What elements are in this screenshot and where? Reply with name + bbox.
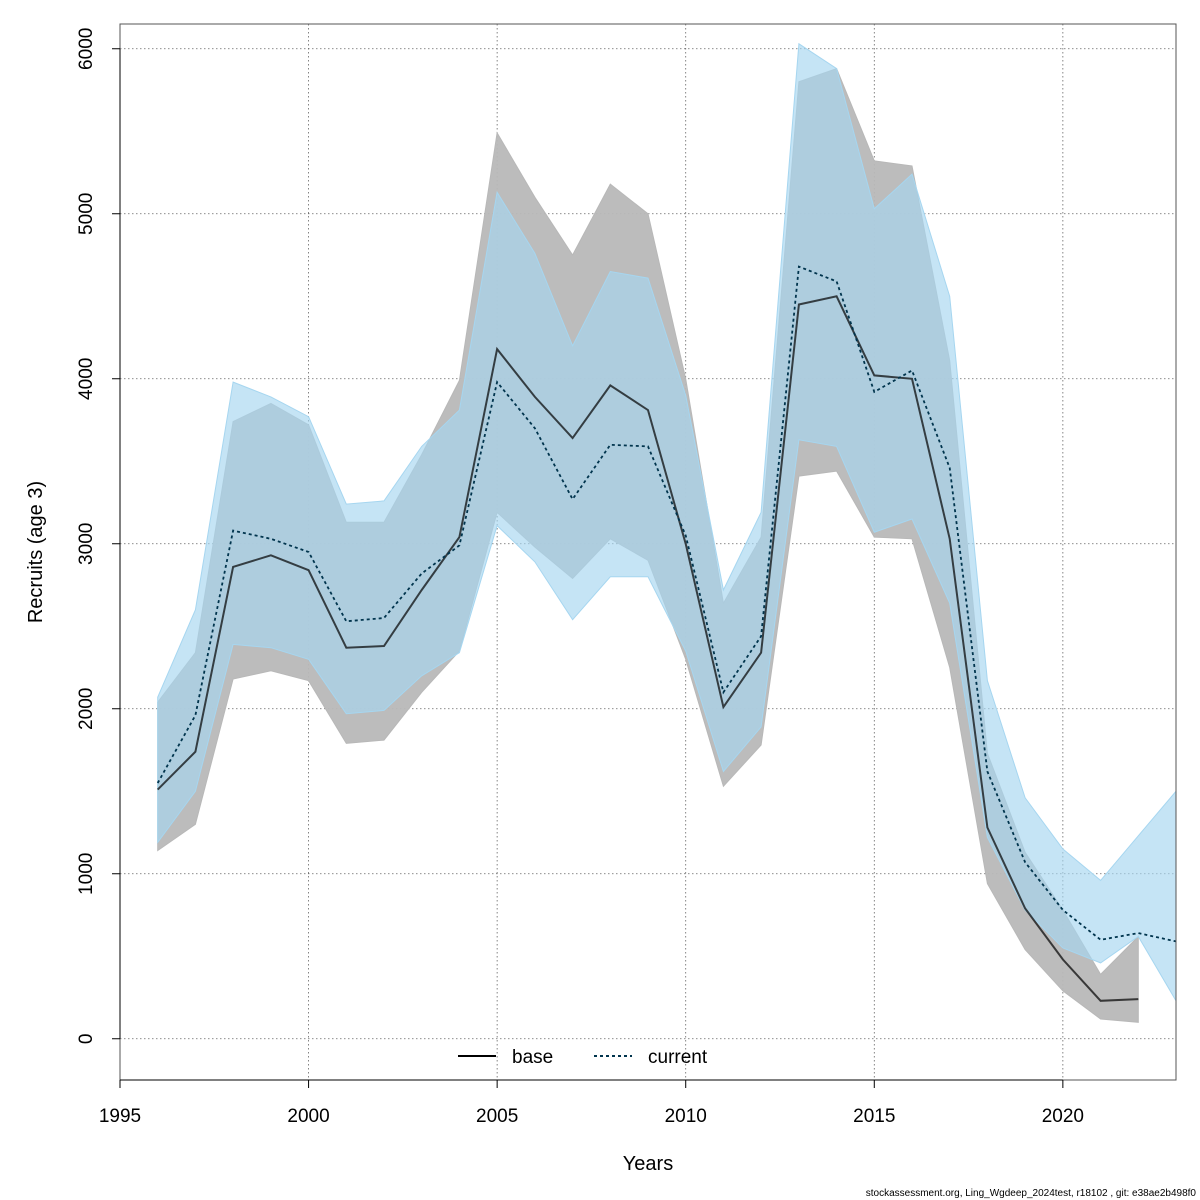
x-tick-label-1995: 1995 (99, 1106, 141, 1127)
y-tick-label-3000: 3000 (76, 523, 97, 565)
footer-text: stockassessment.org, Ling_Wgdeep_2024tes… (866, 1188, 1197, 1199)
legend-label-base: base (512, 1047, 553, 1068)
x-axis-title: Years (623, 1153, 673, 1175)
legend-label-current: current (648, 1047, 708, 1068)
x-tick-label-2010: 2010 (665, 1106, 707, 1127)
x-tick-label-2005: 2005 (476, 1106, 518, 1127)
y-tick-label-5000: 5000 (76, 193, 97, 235)
y-tick-label-6000: 6000 (76, 28, 97, 70)
y-tick-label-0: 0 (76, 1034, 97, 1045)
line-current (156, 265, 1177, 943)
x-axis: 1995 2000 2005 2010 2015 2020 (99, 1079, 1084, 1127)
x-tick-label-2020: 2020 (1042, 1106, 1084, 1127)
y-axis: 0 1000 2000 3000 4000 5000 6000 (76, 28, 121, 1045)
x-tick-label-2015: 2015 (853, 1106, 895, 1127)
y-tick-label-1000: 1000 (76, 853, 97, 895)
x-tick-label-2000: 2000 (287, 1106, 329, 1127)
legend: base current (458, 1047, 708, 1068)
y-tick-label-2000: 2000 (76, 688, 97, 730)
y-axis-title: Recruits (age 3) (25, 481, 47, 623)
series-lines (156, 265, 1177, 1002)
y-tick-label-4000: 4000 (76, 358, 97, 400)
